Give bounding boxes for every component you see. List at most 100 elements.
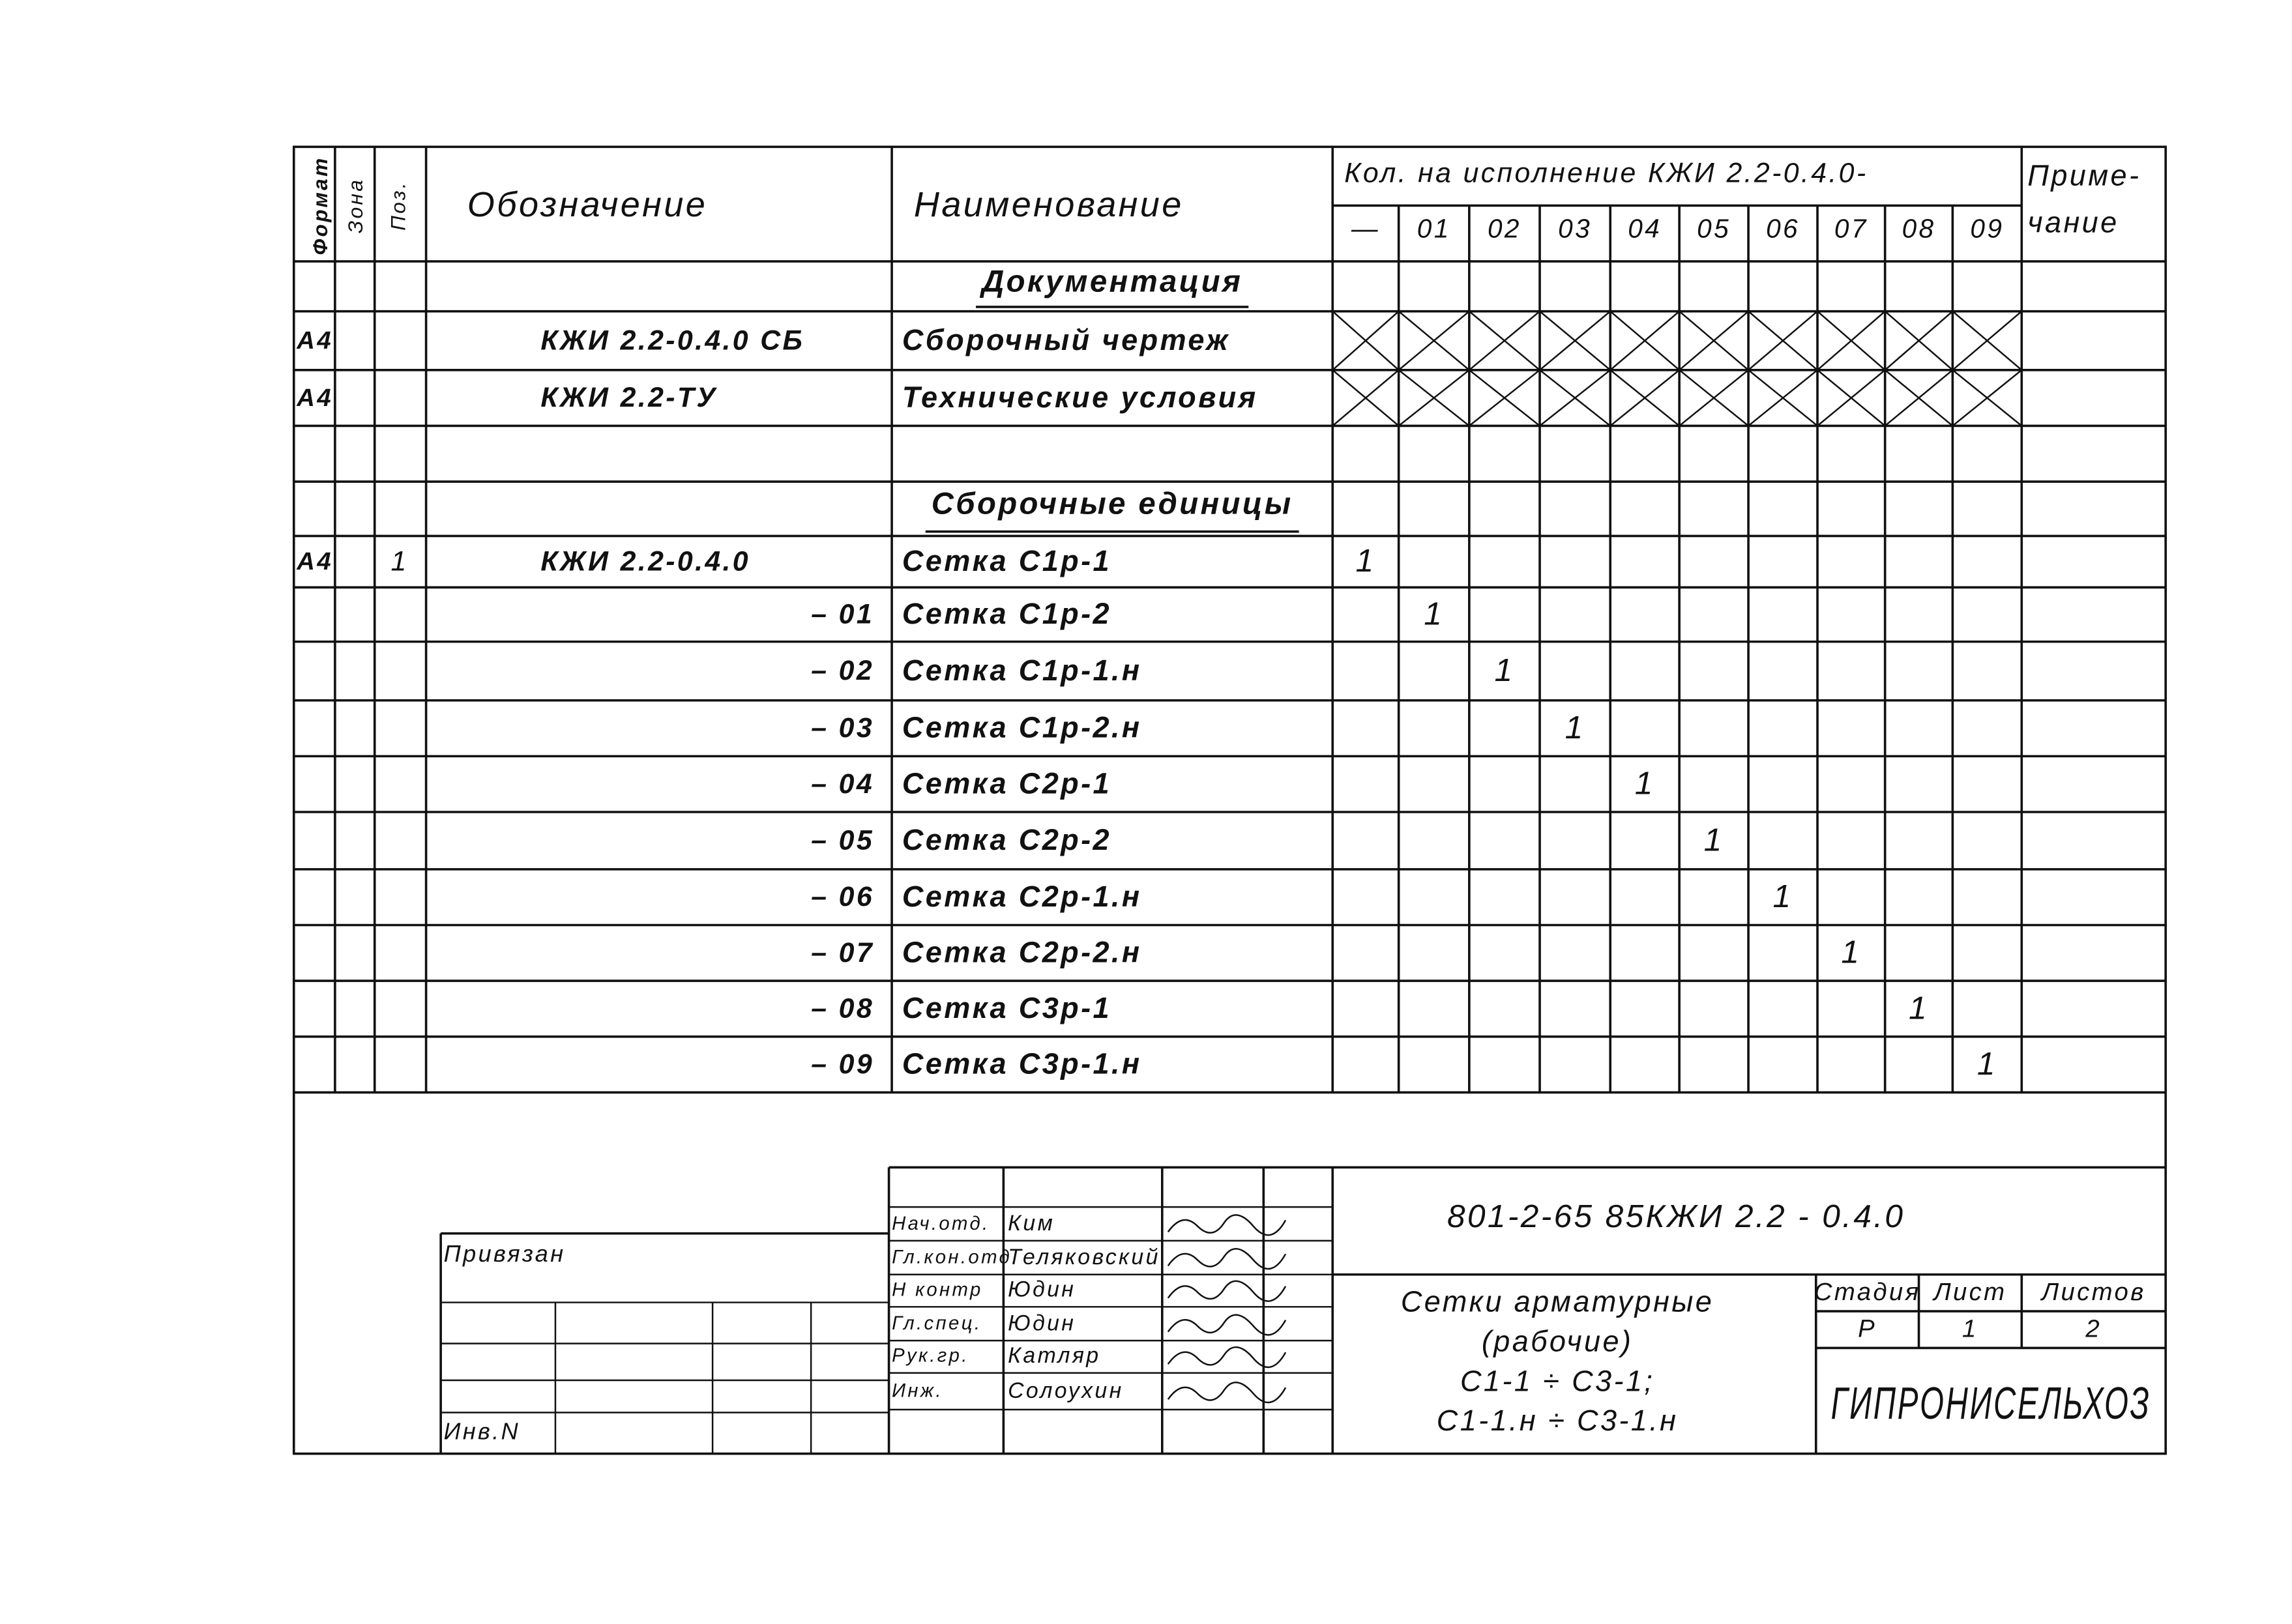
quantity: 1 [1565, 709, 1585, 746]
variant-label: 05 [1697, 213, 1731, 243]
header-zone: Зона [344, 178, 367, 233]
format: А4 [296, 384, 333, 412]
sheet-title: (рабочие) [1482, 1325, 1633, 1358]
quantity: 1 [1424, 595, 1444, 631]
variant-label: 08 [1902, 213, 1936, 243]
signature [1167, 1214, 1287, 1236]
designation: – 04 [811, 768, 874, 800]
item-name: Сетка С2р-2.н [902, 935, 1142, 968]
sheet-title: С1-1 ÷ С3-1; [1460, 1364, 1654, 1397]
item-name: Сетка С1р-2 [902, 597, 1111, 630]
designation: – 03 [811, 712, 874, 744]
rule [1817, 369, 1886, 427]
format: А4 [296, 326, 333, 355]
stamp-role: Нач.отд. [892, 1213, 990, 1234]
stamp-name: Юдин [1008, 1277, 1076, 1301]
header-name: Наименование [914, 185, 1184, 224]
rule [1952, 310, 2023, 371]
rule [1609, 310, 1680, 371]
variant-label: — [1351, 213, 1380, 243]
designation: – 01 [811, 599, 874, 630]
header-note: чание [2027, 206, 2119, 239]
rule [1884, 310, 1954, 371]
item-name: Сетка С2р-1 [902, 766, 1111, 800]
stamp-name: Юдин [1008, 1311, 1076, 1335]
item-name: Сетка С1р-2.н [902, 711, 1142, 744]
inventory-label: Инв.N [444, 1418, 520, 1445]
rule [1748, 310, 1818, 371]
stamp-name: Катляр [1008, 1343, 1100, 1368]
designation: КЖИ 2.2-0.4.0 СБ [540, 325, 804, 356]
quantity: 1 [1494, 652, 1514, 688]
rule [1952, 369, 2023, 427]
rule [1748, 369, 1818, 427]
signature [1167, 1248, 1287, 1270]
signature [1167, 1314, 1287, 1336]
signature [1167, 1382, 1287, 1404]
stage-value: Р [1858, 1314, 1877, 1342]
item-name: Сетка С2р-1.н [902, 880, 1142, 913]
stamp-role: Гл.кон.отд. [892, 1247, 1020, 1268]
designation: – 07 [811, 937, 874, 968]
variant-label: 03 [1558, 213, 1592, 243]
item-name: Сетка С3р-1 [902, 991, 1111, 1024]
header-pos: Поз. [386, 181, 409, 231]
designation: КЖИ 2.2-ТУ [540, 382, 717, 413]
designation: – 05 [811, 825, 874, 856]
item-name: Сетка С2р-2 [902, 823, 1111, 856]
variant-label: 06 [1766, 213, 1800, 243]
rule [1398, 310, 1470, 371]
stage-header: Лист [1932, 1278, 2006, 1306]
rule [1817, 310, 1886, 371]
rule [1469, 310, 1540, 371]
section-heading: Документация [979, 264, 1242, 298]
stage-header: Листов [2040, 1278, 2146, 1306]
designation: – 09 [811, 1049, 874, 1080]
item-name: Сетка С1р-1 [902, 544, 1111, 577]
sheet-title: С1-1.н ÷ С3-1.н [1437, 1404, 1679, 1437]
rule [1679, 310, 1749, 371]
rule [1398, 369, 1470, 427]
item-name: Технические условия [902, 381, 1258, 414]
item-name: Сборочный чертеж [902, 323, 1230, 356]
quantity: 1 [1704, 821, 1724, 858]
designation: – 02 [811, 655, 874, 686]
stamp-name: Теляковский [1008, 1245, 1160, 1269]
variant-label: 01 [1417, 213, 1451, 243]
sheet-title: Сетки арматурные [1401, 1285, 1714, 1318]
signature [1167, 1280, 1287, 1302]
variant-label: 07 [1834, 213, 1868, 243]
header-format: Формат [308, 156, 332, 255]
rule [1332, 369, 1400, 427]
rule [1679, 369, 1749, 427]
rule [1469, 369, 1540, 427]
designation: КЖИ 2.2-0.4.0 [540, 545, 750, 577]
stage-header: Стадия [1814, 1278, 1921, 1306]
stamp-name: Ким [1008, 1211, 1055, 1236]
quantity: 1 [1977, 1045, 1997, 1082]
signature [1167, 1346, 1287, 1369]
quantity: 1 [1841, 934, 1861, 970]
document-code: 801-2-65 85КЖИ 2.2 - 0.4.0 [1447, 1198, 1905, 1234]
header-note: Приме- [2027, 159, 2141, 192]
variant-label: 09 [1970, 213, 2004, 243]
item-name: Сетка С3р-1.н [902, 1047, 1142, 1080]
quantity: 1 [1635, 765, 1655, 802]
rule [1539, 310, 1611, 371]
rule [1609, 369, 1680, 427]
item-name: Сетка С1р-1.н [902, 654, 1142, 687]
stamp-role: Н контр [892, 1279, 983, 1300]
section-heading: Сборочные единицы [932, 487, 1293, 521]
stamp-role: Гл.спец. [892, 1312, 982, 1334]
bound-label: Привязан [444, 1240, 566, 1267]
stamp-role: Инж. [892, 1380, 943, 1402]
header-designation: Обозначение [467, 185, 708, 224]
stage-value: 1 [1962, 1314, 1978, 1342]
sheet-border [292, 145, 2167, 1455]
quantity: 1 [1909, 989, 1929, 1026]
organization: ГИПРОНИСЕЛЬХОЗ [1831, 1378, 2151, 1428]
designation: – 08 [811, 993, 874, 1024]
quantity: 1 [1355, 542, 1375, 579]
